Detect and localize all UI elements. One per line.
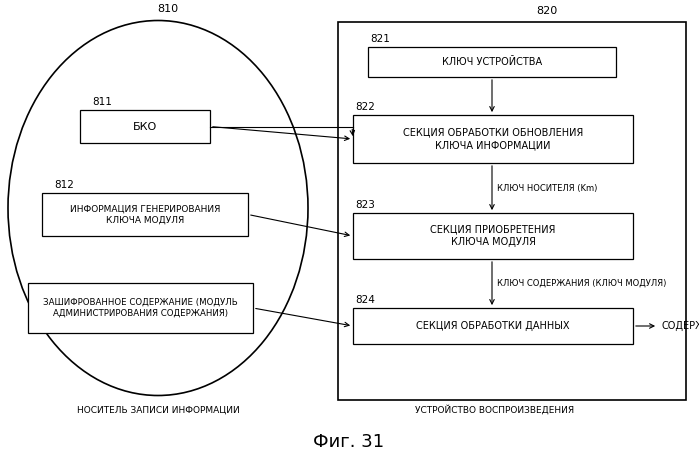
Text: 810: 810 [157, 5, 178, 15]
Text: 820: 820 [536, 6, 557, 16]
Bar [353, 213, 633, 259]
Bar [353, 115, 633, 163]
Text: 824: 824 [355, 295, 375, 305]
Bar [42, 193, 248, 236]
Text: 812: 812 [54, 180, 74, 190]
Text: СЕКЦИЯ ОБРАБОТКИ ОБНОВЛЕНИЯ
КЛЮЧА ИНФОРМАЦИИ: СЕКЦИЯ ОБРАБОТКИ ОБНОВЛЕНИЯ КЛЮЧА ИНФОРМ… [403, 128, 583, 150]
Text: КЛЮЧ НОСИТЕЛЯ (Km): КЛЮЧ НОСИТЕЛЯ (Km) [497, 184, 598, 192]
Text: 821: 821 [370, 34, 390, 44]
Ellipse shape [8, 21, 308, 396]
Bar [353, 308, 633, 344]
Text: КЛЮЧ СОДЕРЖАНИЯ (КЛЮЧ МОДУЛЯ): КЛЮЧ СОДЕРЖАНИЯ (КЛЮЧ МОДУЛЯ) [497, 279, 666, 288]
Text: НОСИТЕЛЬ ЗАПИСИ ИНФОРМАЦИИ: НОСИТЕЛЬ ЗАПИСИ ИНФОРМАЦИИ [77, 405, 239, 414]
Text: ЗАШИФРОВАННОЕ СОДЕРЖАНИЕ (МОДУЛЬ
АДМИНИСТРИРОВАНИЯ СОДЕРЖАНИЯ): ЗАШИФРОВАННОЕ СОДЕРЖАНИЕ (МОДУЛЬ АДМИНИС… [43, 298, 238, 318]
Text: 811: 811 [92, 97, 112, 107]
Text: УСТРОЙСТВО ВОСПРОИЗВЕДЕНИЯ: УСТРОЙСТВО ВОСПРОИЗВЕДЕНИЯ [415, 405, 574, 415]
Text: СЕКЦИЯ ОБРАБОТКИ ДАННЫХ: СЕКЦИЯ ОБРАБОТКИ ДАННЫХ [416, 321, 570, 331]
Text: ИНФОРМАЦИЯ ГЕНЕРИРОВАНИЯ
КЛЮЧА МОДУЛЯ: ИНФОРМАЦИЯ ГЕНЕРИРОВАНИЯ КЛЮЧА МОДУЛЯ [70, 204, 220, 224]
Text: 822: 822 [355, 102, 375, 112]
Text: СЕКЦИЯ ПРИОБРЕТЕНИЯ
КЛЮЧА МОДУЛЯ: СЕКЦИЯ ПРИОБРЕТЕНИЯ КЛЮЧА МОДУЛЯ [431, 225, 556, 247]
Bar [80, 110, 210, 143]
Bar [338, 22, 686, 400]
Text: Фиг. 31: Фиг. 31 [313, 433, 384, 451]
Text: БКО: БКО [133, 121, 157, 131]
Text: КЛЮЧ УСТРОЙСТВА: КЛЮЧ УСТРОЙСТВА [442, 57, 542, 67]
Bar [368, 47, 616, 77]
Text: 823: 823 [355, 200, 375, 210]
Text: СОДЕРЖАНИЕ: СОДЕРЖАНИЕ [661, 321, 699, 331]
Bar [28, 283, 253, 333]
